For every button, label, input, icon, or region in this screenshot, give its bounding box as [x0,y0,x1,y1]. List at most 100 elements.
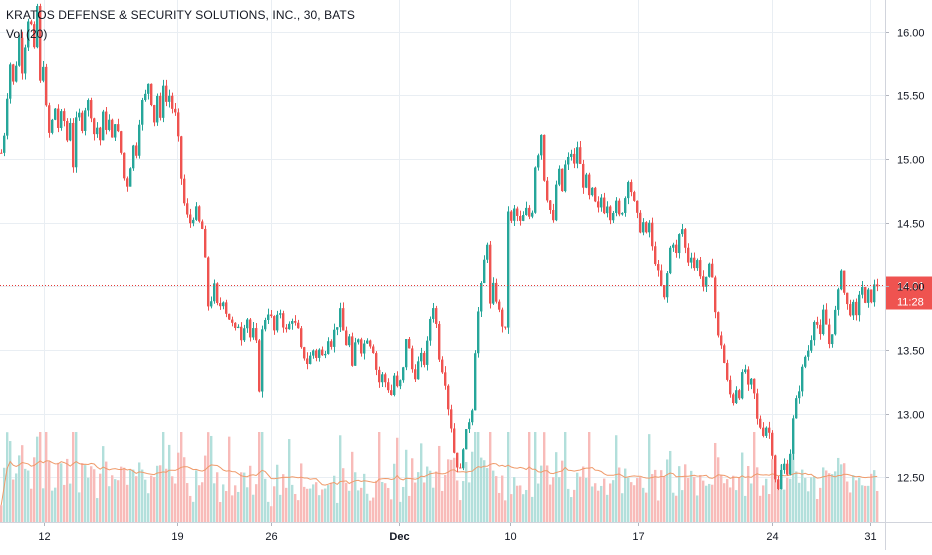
candle-body [534,167,537,213]
candle-body [285,327,288,330]
candle-body [492,282,495,304]
volume-bar [153,477,156,522]
candle-body [741,372,744,399]
candle-body [516,208,519,216]
candle-body [750,378,753,385]
volume-bars [0,432,879,522]
candle-body [336,327,339,330]
candle-body [834,309,837,335]
volume-bar [603,478,606,522]
volume-bar [126,484,129,522]
volume-ma-line [0,460,878,506]
volume-bar [468,482,471,522]
volume-bar [789,478,792,522]
candle-body [732,394,735,404]
volume-bar [501,475,504,522]
candle-body [21,37,24,74]
candle-body [408,339,411,349]
candle-body [39,6,42,81]
volume-bar [150,475,153,522]
volume-bar [240,472,243,522]
candle-body [300,328,303,348]
candle-body [90,100,93,119]
volume-bar [723,483,726,522]
volume-bar [174,483,177,522]
volume-bar [270,506,273,522]
volume-bar [321,489,324,522]
candle-body [858,294,861,316]
volume-bar [237,491,240,522]
candle-body [423,352,426,365]
candle-body [126,178,129,187]
candle-body [171,95,174,109]
volume-bar [345,482,348,522]
volume-bar [831,474,834,522]
volume-indicator-label[interactable]: Vol (20) [6,27,48,41]
candle-body [207,257,210,307]
volume-bar [597,490,600,522]
candle-body [69,122,72,141]
volume-bar [837,457,840,522]
volume-bar [624,468,627,522]
candle-body [264,320,267,330]
volume-bar [516,485,519,522]
volume-bar [528,432,531,522]
volume-bar [171,476,174,522]
volume-bar [714,442,717,522]
volume-bar [747,465,750,522]
candle-body [108,119,111,130]
candle-body [843,270,846,293]
candle-body [219,303,222,307]
volume-bar [684,464,687,522]
candle-body [96,127,99,135]
volume-bar [6,432,9,522]
candle-body [816,321,819,325]
candle-body [618,200,621,215]
volume-bar [384,483,387,522]
candle-body [213,283,216,302]
candle-body [630,182,633,193]
price-tick-label: 14.00 [897,282,925,294]
volume-bar [672,492,675,522]
volume-bar [54,487,57,522]
volume-bar [300,463,303,522]
volume-bar [408,495,411,522]
volume-bar [405,449,408,522]
volume-bar [507,432,510,522]
volume-bar [75,432,78,522]
price-tick-label: 15.00 [897,155,925,167]
volume-bar [249,465,252,522]
volume-bar [117,480,120,522]
candle-body [306,358,309,365]
volume-bar [630,482,633,522]
candle-body [840,270,843,290]
candle-body [729,379,732,395]
candle-body [132,145,135,169]
volume-bar [651,474,654,522]
candle-body [357,339,360,343]
candle-body [441,359,444,373]
candle-body [786,463,789,475]
volume-bar [465,461,468,522]
volume-bar [180,432,183,522]
time-tick-label: 12 [38,531,50,543]
candle-body [642,222,645,233]
volume-bar [453,457,456,522]
volume-bar [417,472,420,522]
candle-body [138,124,141,156]
candle-body [66,120,69,141]
candle-body [498,301,501,310]
volume-bar [729,487,732,522]
candle-body [654,246,657,265]
candle-body [723,345,726,363]
candle-body [222,302,225,307]
volume-bar [132,469,135,522]
candle-body [186,203,189,215]
candle-body [225,302,228,314]
volume-bar [486,468,489,522]
candle-body [456,452,459,468]
candle-body [633,192,636,201]
volume-bar [471,451,474,522]
